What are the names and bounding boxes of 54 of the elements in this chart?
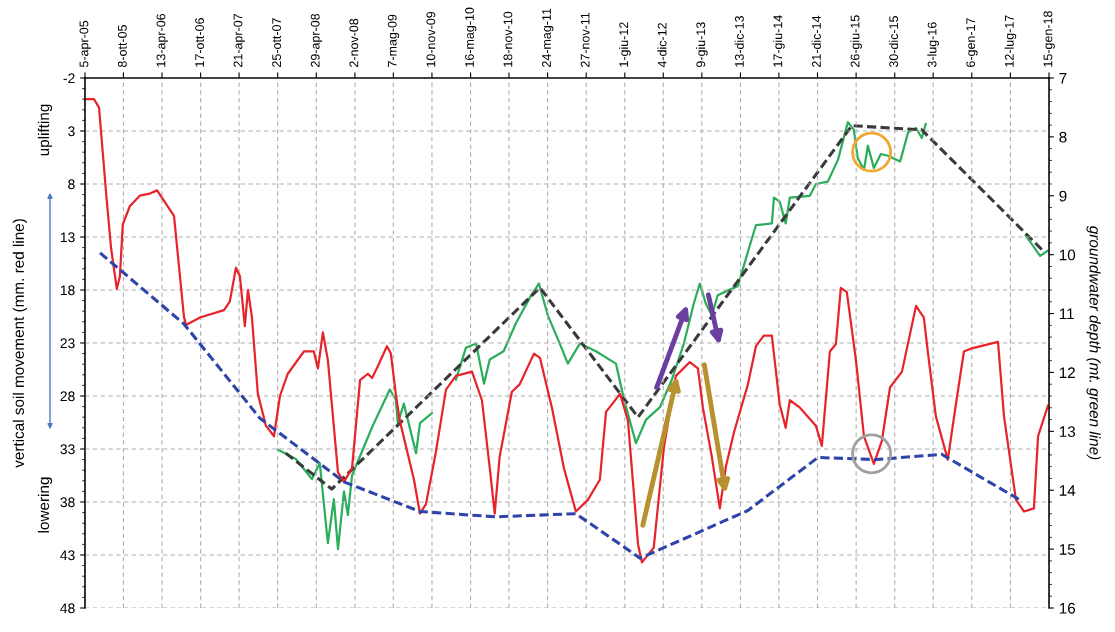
y-tick-label: 13 xyxy=(60,232,75,243)
x-tick-label: 9-giu-13 xyxy=(696,22,708,67)
y2-tick-label: 11 xyxy=(1059,308,1074,320)
y2-tick-label: 12 xyxy=(1059,367,1075,378)
x-tick-label: 5-apr-05 xyxy=(79,20,91,68)
y-tick-label: 18 xyxy=(60,285,75,296)
x-tick-label: 3-lug-16 xyxy=(927,22,939,68)
y2-tick-label: 9 xyxy=(1059,190,1067,202)
line-series xyxy=(98,251,1022,560)
x-tick-label: 13-dic-13 xyxy=(734,16,744,67)
y2-tick-label: 10 xyxy=(1059,249,1076,261)
y2-tick-label: 14 xyxy=(1059,485,1076,496)
x-tick-label: 12-lug-17 xyxy=(1004,15,1017,67)
x-tick-label: 2-nov-08 xyxy=(349,18,359,67)
y-tick-label: 23 xyxy=(60,338,75,349)
y2-tick-label: 7 xyxy=(1059,73,1067,84)
x-tick-label: 27-nov-11 xyxy=(580,12,590,67)
text: lowering xyxy=(37,477,53,533)
y-tick-label: 38 xyxy=(60,497,75,508)
y-tick-label: 33 xyxy=(60,444,75,455)
x-tick-label: 21-dic-14 xyxy=(811,15,821,67)
x-tick-label: 8-ott-05 xyxy=(117,25,127,68)
x-tick-label: 15-gen-18 xyxy=(1043,11,1055,67)
y-tick-label: 3 xyxy=(68,126,75,137)
y-tick-label: -2 xyxy=(63,73,75,84)
y2-axis-title: groundwater depth (mt. green line) xyxy=(1086,225,1101,460)
x-tick-label: 18-nov-10 xyxy=(503,11,513,67)
line-series xyxy=(284,124,1046,491)
x-tick-label: 6-gen-17 xyxy=(966,18,978,67)
y2-tick-label: 15 xyxy=(1059,544,1076,555)
x-tick-label: 1-giu-12 xyxy=(619,22,631,67)
x-tick-label: 16-mag-10 xyxy=(465,7,477,67)
x-tick-label: 7-mag-09 xyxy=(387,14,400,67)
y-tick-label: 8 xyxy=(68,179,75,190)
x-tick-label: 10-nov-09 xyxy=(426,11,436,67)
x-tick-label: 30-dic-15 xyxy=(888,16,899,68)
y-tick-label: 43 xyxy=(60,550,75,561)
line-series xyxy=(85,98,1049,564)
x-tick-label: 25-ott-07 xyxy=(272,18,282,67)
x-tick-label: 17-ott-06 xyxy=(195,18,204,67)
y-axis-title: vertical soil movement (mm. red line) xyxy=(12,219,27,468)
x-tick-label: 21-apr-07 xyxy=(233,14,245,67)
y2-tick-label: 16 xyxy=(1059,602,1076,614)
x-tick-label: 24-mag-11 xyxy=(542,8,554,67)
x-tick-label: 26-giu-15 xyxy=(850,15,862,67)
y-tick-label: 28 xyxy=(60,391,75,402)
x-tick-label: 29-apr-08 xyxy=(310,13,323,67)
x-tick-label: 4-dic-12 xyxy=(657,23,667,68)
x-tick-label: 17-giu-14 xyxy=(773,15,785,67)
text: uplifting xyxy=(37,104,53,156)
y2-tick-label: 13 xyxy=(1059,426,1076,438)
y2-tick-label: 8 xyxy=(1059,131,1067,143)
y-tick-label: 48 xyxy=(60,603,75,614)
x-tick-label: 13-apr-06 xyxy=(156,13,168,67)
